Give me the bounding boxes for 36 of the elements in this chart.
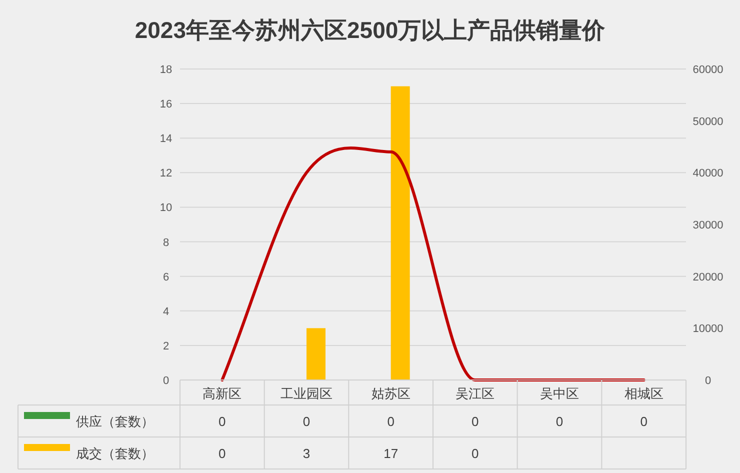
y2-tick-label: 20000 [692,271,724,284]
data-label: 0 [218,446,226,461]
y-tick-label: 8 [162,236,170,249]
data-label: 0 [218,414,226,429]
data-label: 17 [384,446,398,461]
y2-tick-label: 60000 [692,64,724,76]
x-tick-label: 吴江区 [456,386,495,401]
x-tick-label: 工业园区 [280,386,332,401]
legend-label: 成交（套数） [76,446,154,461]
y-tick-label: 12 [160,168,172,180]
data-label: 0 [556,414,564,429]
y-tick-label: 0 [162,375,170,387]
y-tick-label: 6 [162,271,170,284]
x-tick-label: 姑苏区 [371,386,410,401]
x-tick-label: 相城区 [624,386,664,401]
y2-tick-label: 50000 [692,116,724,128]
chart-title: 2023年至今苏州六区2500万以上产品供销量价 [134,17,606,43]
y2-tick-label: 30000 [692,220,724,232]
legend-label: 供应（套数） [76,414,154,429]
data-label: 0 [302,414,310,429]
data-label: 0 [640,414,648,429]
y-tick-label: 4 [162,306,170,318]
y-tick-label: 18 [160,64,172,76]
y-tick-label: 16 [160,98,172,111]
y-tick-label: 14 [160,133,172,146]
data-label: 3 [302,446,310,461]
data-label: 0 [387,414,394,429]
x-tick-label: 吴中区 [540,386,579,401]
data-label: 0 [472,414,479,429]
data-label: 0 [472,446,479,461]
y-tick-label: 10 [160,202,172,214]
x-tick-label: 高新区 [202,386,242,401]
y2-tick-label: 10000 [692,323,724,336]
y2-tick-label: 40000 [692,168,724,180]
y-tick-label: 2 [162,340,170,352]
y2-tick-label: 0 [704,375,712,387]
